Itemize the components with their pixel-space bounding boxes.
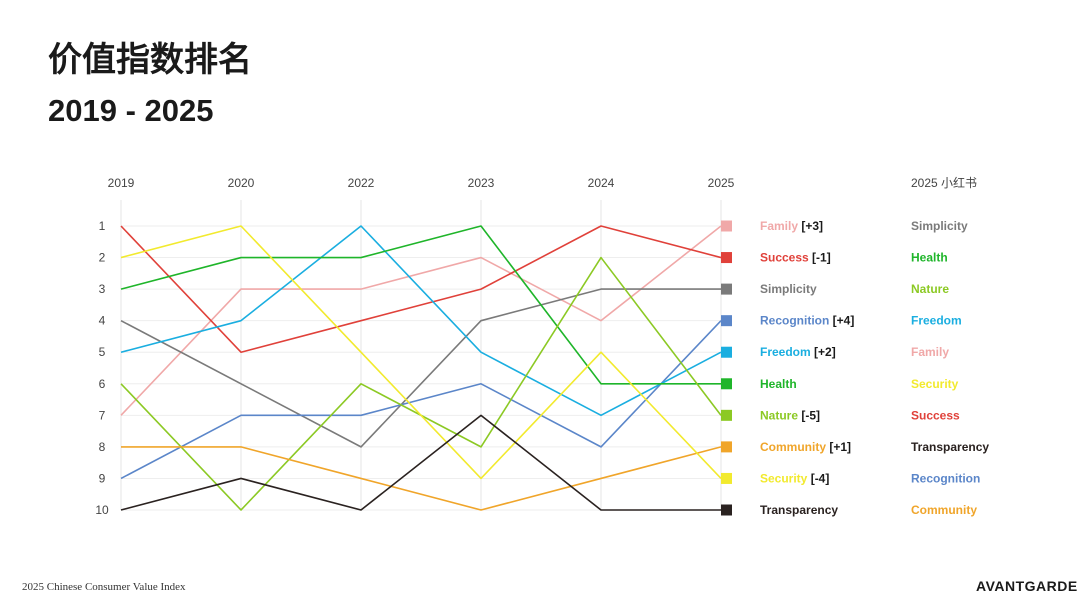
page-subtitle: 2019 - 2025 bbox=[48, 93, 214, 128]
legend-change: [+1] bbox=[826, 440, 851, 454]
xhs-rank-label-health: Health bbox=[911, 251, 948, 265]
legend-label-security: Security [-4] bbox=[760, 471, 829, 485]
y-tick-label: 8 bbox=[99, 440, 106, 454]
legend-marker-transparency bbox=[721, 504, 732, 516]
legend-marker-security bbox=[721, 472, 732, 484]
title-block: 价值指数排名 2019 - 2025 bbox=[48, 40, 252, 130]
legend-marker-simplicity bbox=[721, 283, 732, 295]
xhs-column-title: 2025 小红书 bbox=[911, 175, 977, 190]
legend-name: Freedom bbox=[760, 345, 811, 359]
legend-change: [-5] bbox=[798, 408, 820, 422]
series-line-family bbox=[120, 225, 722, 416]
y-tick-label: 10 bbox=[95, 503, 109, 517]
xhs-rank-label-recognition: Recognition bbox=[911, 471, 980, 485]
series-line-freedom bbox=[120, 225, 722, 417]
x-tick-label: 2025 bbox=[708, 176, 735, 190]
legend-name: Nature bbox=[760, 408, 798, 422]
legend-name: Family bbox=[760, 219, 798, 233]
legend-name: Success bbox=[760, 251, 809, 265]
series-line-success bbox=[120, 225, 722, 354]
series-line-security bbox=[120, 225, 722, 480]
legend-label-recognition: Recognition [+4] bbox=[760, 314, 854, 328]
legend-name: Community bbox=[760, 440, 826, 454]
x-tick-label: 2023 bbox=[468, 176, 495, 190]
y-tick-label: 2 bbox=[99, 251, 106, 265]
x-tick-label: 2024 bbox=[588, 176, 615, 190]
legend-label-family: Family [+3] bbox=[760, 219, 823, 233]
legend-marker-recognition bbox=[721, 315, 732, 327]
legend-marker-health bbox=[721, 378, 732, 390]
legend-change: [+4] bbox=[829, 314, 854, 328]
legend-marker-success bbox=[721, 252, 732, 264]
y-tick-label: 3 bbox=[99, 282, 106, 296]
legend-marker-freedom bbox=[721, 346, 732, 358]
xhs-rank-label-nature: Nature bbox=[911, 282, 949, 296]
footer-caption: 2025 Chinese Consumer Value Index bbox=[22, 581, 186, 593]
xhs-rank-label-freedom: Freedom bbox=[911, 314, 962, 328]
y-tick-label: 7 bbox=[99, 408, 106, 422]
y-tick-label: 6 bbox=[99, 377, 106, 391]
legend-change: [-1] bbox=[809, 251, 831, 265]
xhs-rank-label-simplicity: Simplicity bbox=[911, 219, 968, 233]
xhs-rank-label-family: Family bbox=[911, 345, 949, 359]
legend-marker-nature bbox=[721, 409, 732, 421]
xhs-rank-label-success: Success bbox=[911, 408, 960, 422]
legend-label-transparency: Transparency bbox=[760, 503, 838, 517]
legend-name: Transparency bbox=[760, 503, 838, 517]
legend-label-nature: Nature [-5] bbox=[760, 408, 820, 422]
x-tick-label: 2022 bbox=[348, 176, 375, 190]
x-tick-label: 2019 bbox=[108, 176, 135, 190]
xhs-rank-label-community: Community bbox=[911, 503, 977, 517]
series-line-recognition bbox=[120, 320, 722, 480]
legend-change: [+3] bbox=[798, 219, 823, 233]
y-tick-label: 1 bbox=[99, 219, 106, 233]
xhs-rank-label-transparency: Transparency bbox=[911, 440, 989, 454]
y-tick-label: 9 bbox=[99, 471, 106, 485]
legend-marker-family bbox=[721, 220, 732, 232]
y-tick-label: 4 bbox=[99, 314, 106, 328]
xhs-rank-label-security: Security bbox=[911, 377, 959, 391]
series-line-community bbox=[121, 446, 722, 511]
brand-logo: AVANTGARDE bbox=[976, 578, 1078, 594]
legend-label-simplicity: Simplicity bbox=[760, 282, 817, 296]
y-tick-label: 5 bbox=[99, 345, 106, 359]
legend-name: Simplicity bbox=[760, 282, 817, 296]
x-tick-label: 2020 bbox=[228, 176, 255, 190]
series-line-simplicity bbox=[120, 288, 721, 448]
series-line-transparency bbox=[120, 414, 721, 511]
legend-label-freedom: Freedom [+2] bbox=[760, 345, 836, 359]
legend-label-community: Community [+1] bbox=[760, 440, 851, 454]
legend-label-success: Success [-1] bbox=[760, 251, 831, 265]
legend-change: [+2] bbox=[811, 345, 836, 359]
legend-name: Health bbox=[760, 377, 797, 391]
legend-name: Security bbox=[760, 471, 808, 485]
legend-label-health: Health bbox=[760, 377, 797, 391]
legend-name: Recognition bbox=[760, 314, 829, 328]
series-line-health bbox=[120, 225, 721, 385]
legend-change: [-4] bbox=[807, 471, 829, 485]
legend-marker-community bbox=[721, 441, 732, 453]
page-title: 价值指数排名 bbox=[48, 40, 252, 80]
